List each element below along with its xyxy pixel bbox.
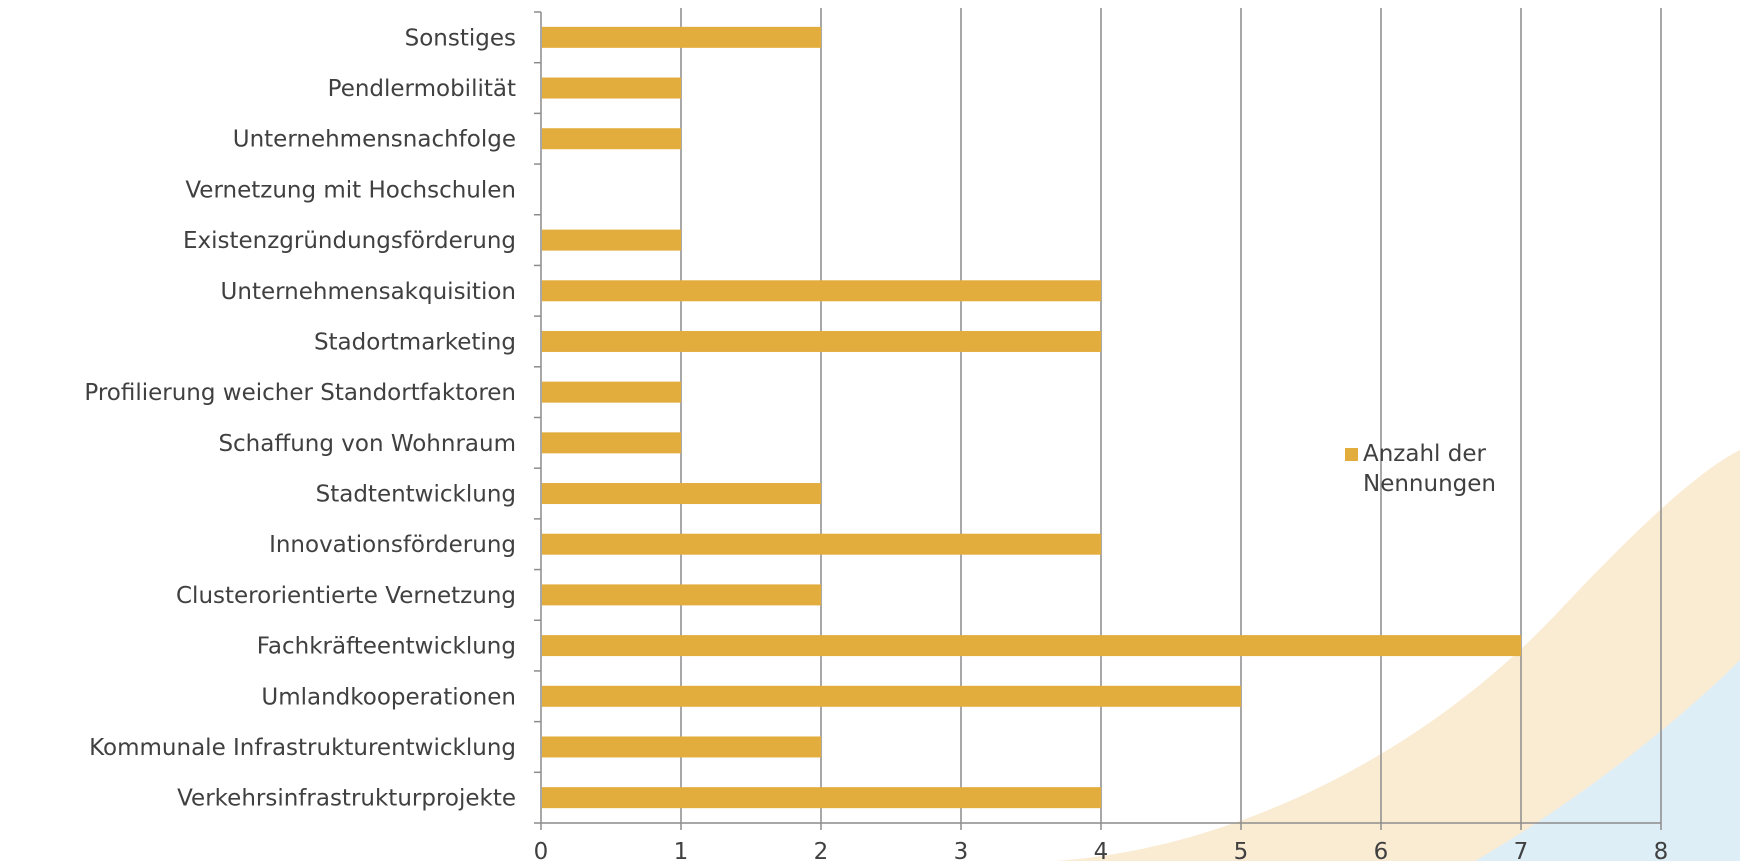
blue-swoosh <box>1475 660 1740 861</box>
category-label-2: Unternehmensnachfolge <box>233 127 516 153</box>
x-tick-label-3: 3 <box>954 839 969 861</box>
x-tick-label-8: 8 <box>1654 839 1669 861</box>
x-tick-label-0: 0 <box>534 839 549 861</box>
peach-swoosh <box>1055 450 1740 861</box>
x-tick-labels: 0 1 2 3 4 5 6 7 8 <box>534 839 1669 861</box>
category-label-11: Clusterorientierte Vernetzung <box>176 583 516 609</box>
category-label-5: Unternehmensakquisition <box>221 279 516 305</box>
category-label-3: Vernetzung mit Hochschulen <box>185 177 516 203</box>
legend-label-line-1: Anzahl der <box>1363 441 1487 467</box>
bar-1 <box>542 77 681 99</box>
category-label-1: Pendlermobilität <box>328 76 516 102</box>
legend: Anzahl der Nennungen <box>1345 441 1496 497</box>
x-tick-label-2: 2 <box>814 839 829 861</box>
legend-label-line-2: Nennungen <box>1363 471 1496 497</box>
bar-10 <box>542 533 1101 555</box>
background-swoosh <box>1055 450 1740 861</box>
category-label-13: Umlandkooperationen <box>261 684 516 710</box>
x-tick-label-1: 1 <box>674 839 689 861</box>
bar-14 <box>542 736 821 758</box>
category-label-8: Schaffung von Wohnraum <box>218 431 516 457</box>
category-label-9: Stadtentwicklung <box>316 482 516 508</box>
category-label-6: Stadortmarketing <box>314 329 516 355</box>
bar-11 <box>542 584 821 606</box>
bar-5 <box>542 280 1101 302</box>
x-tick-label-4: 4 <box>1094 839 1109 861</box>
bar-4 <box>542 229 681 251</box>
bar-0 <box>542 26 821 48</box>
bar-13 <box>542 685 1241 707</box>
bar-series <box>542 26 1521 809</box>
category-labels: Sonstiges Pendlermobilität Unternehmensnac… <box>84 25 516 811</box>
x-tick-label-6: 6 <box>1374 839 1389 861</box>
bar-15 <box>542 787 1101 809</box>
legend-swatch <box>1345 448 1358 461</box>
category-label-7: Profilierung weicher Standortfaktoren <box>84 380 516 406</box>
axes <box>534 11 1662 830</box>
bar-12 <box>542 635 1521 657</box>
category-label-15: Verkehrsinfrastrukturprojekte <box>177 786 516 812</box>
x-tick-label-7: 7 <box>1514 839 1529 861</box>
bar-7 <box>542 381 681 403</box>
category-label-14: Kommunale Infrastrukturentwicklung <box>89 735 516 761</box>
bar-6 <box>542 330 1101 352</box>
bar-8 <box>542 432 681 454</box>
category-label-4: Existenzgründungsförderung <box>183 228 516 254</box>
category-label-10: Innovationsförderung <box>269 532 516 558</box>
bar-9 <box>542 483 821 505</box>
x-tick-label-5: 5 <box>1234 839 1249 861</box>
category-label-12: Fachkräfteentwicklung <box>257 634 516 660</box>
bar-2 <box>542 128 681 150</box>
category-label-0: Sonstiges <box>405 25 516 51</box>
